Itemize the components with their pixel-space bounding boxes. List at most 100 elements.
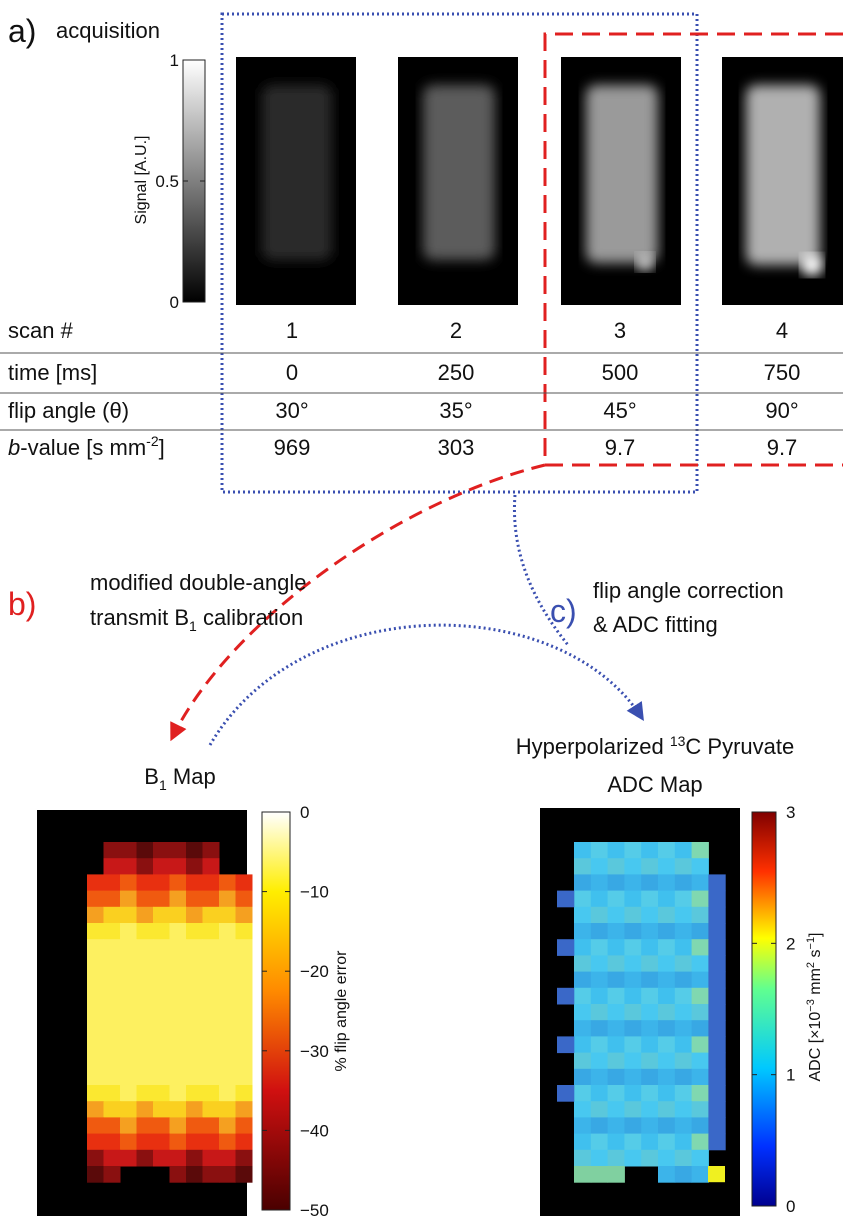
heatmap-cell xyxy=(186,939,203,956)
heatmap-cell xyxy=(120,891,137,908)
heatmap-cell xyxy=(692,1117,709,1134)
heatmap-cell xyxy=(153,842,170,859)
heatmap-cell xyxy=(137,874,154,891)
heatmap-cell xyxy=(87,1134,104,1151)
heatmap-cell xyxy=(137,939,154,956)
heatmap-cell xyxy=(692,1036,709,1053)
heatmap-cell xyxy=(153,972,170,989)
figure: a) acquisition b-value [s mm-2] b) modif… xyxy=(0,0,843,1216)
table-cell: 969 xyxy=(274,435,311,460)
title-part: B xyxy=(144,764,159,789)
heatmap-cell xyxy=(574,1004,591,1021)
panel-title: transmit B1 calibration xyxy=(90,605,303,634)
heatmap-cell xyxy=(608,874,625,891)
heatmap-cell xyxy=(137,1004,154,1021)
heatmap-cell xyxy=(137,1069,154,1086)
heatmap-cell xyxy=(236,1101,253,1118)
heatmap-cell xyxy=(236,939,253,956)
heatmap-cell xyxy=(641,1020,658,1037)
heatmap-cell xyxy=(641,891,658,908)
colorbar-label: Signal [A.U.] xyxy=(133,136,150,225)
heatmap-cell xyxy=(658,1069,675,1086)
arrow xyxy=(210,625,642,745)
heatmap-cell xyxy=(624,858,641,875)
heatmap-cell xyxy=(87,939,104,956)
heatmap-cell xyxy=(608,1020,625,1037)
heatmap-cell xyxy=(104,1036,121,1053)
heatmap-cell xyxy=(574,972,591,989)
heatmap-cell xyxy=(574,1117,591,1134)
heatmap-cell xyxy=(692,972,709,989)
heatmap-cell xyxy=(591,891,608,908)
heatmap-cell xyxy=(641,939,658,956)
heatmap-cell xyxy=(641,988,658,1005)
heatmap-cell xyxy=(608,842,625,859)
table-cell: 9.7 xyxy=(767,435,798,460)
colorbar-tick-label: 0 xyxy=(786,1197,795,1216)
label-part: -value [s mm xyxy=(20,435,146,460)
heatmap-cell xyxy=(236,1166,253,1183)
heatmap-cell xyxy=(658,1166,675,1183)
heatmap-cell xyxy=(658,1036,675,1053)
heatmap-cell xyxy=(87,907,104,924)
heatmap-cell xyxy=(219,891,236,908)
heatmap-cell xyxy=(170,1069,187,1086)
heatmap-cell xyxy=(186,972,203,989)
table-cell: 35° xyxy=(439,398,472,423)
map-title: Hyperpolarized 13C Pyruvate xyxy=(516,733,794,759)
heatmap-cell xyxy=(658,1085,675,1102)
heatmap-cell xyxy=(591,923,608,940)
heatmap-cell xyxy=(104,874,121,891)
heatmap-cell xyxy=(708,988,725,1005)
heatmap-cell xyxy=(692,1020,709,1037)
heatmap-cell xyxy=(219,923,236,940)
heatmap-cell xyxy=(153,1004,170,1021)
heatmap-cell xyxy=(203,1004,220,1021)
heatmap-cell xyxy=(591,858,608,875)
heatmap-cell xyxy=(591,842,608,859)
heatmap-cell xyxy=(153,1134,170,1151)
heatmap-cell xyxy=(608,858,625,875)
heatmap-cell xyxy=(104,1069,121,1086)
heatmap-cell xyxy=(624,972,641,989)
heatmap-cell xyxy=(87,1166,104,1183)
heatmap-cell xyxy=(675,1069,692,1086)
heatmap-cell xyxy=(236,955,253,972)
heatmap-cell xyxy=(236,1069,253,1086)
heatmap-cell xyxy=(170,1117,187,1134)
heatmap-cell xyxy=(137,988,154,1005)
heatmap-cell xyxy=(675,1020,692,1037)
heatmap-cell xyxy=(203,1053,220,1070)
colorbar-tick-label: 3 xyxy=(786,803,795,822)
heatmap-cell xyxy=(186,1069,203,1086)
heatmap-cell xyxy=(236,988,253,1005)
colorbar-tick-label: 2 xyxy=(786,934,795,953)
heatmap-cell xyxy=(219,972,236,989)
heatmap-cell xyxy=(692,955,709,972)
heatmap-cell xyxy=(120,939,137,956)
heatmap-cell xyxy=(591,1085,608,1102)
heatmap-cell xyxy=(153,1085,170,1102)
table-cell: 1 xyxy=(286,318,298,343)
heatmap-cell xyxy=(219,1004,236,1021)
heatmap-cell xyxy=(203,955,220,972)
heatmap-cell xyxy=(170,1150,187,1167)
heatmap-cell xyxy=(708,1117,725,1134)
colorbar xyxy=(262,812,290,1210)
panel-letter: b) xyxy=(8,586,36,622)
heatmap-cell xyxy=(137,1150,154,1167)
heatmap-cell xyxy=(186,955,203,972)
heatmap-cell xyxy=(104,955,121,972)
heatmap-cell xyxy=(219,1069,236,1086)
heatmap-cell xyxy=(170,1053,187,1070)
heatmap-cell xyxy=(203,1069,220,1086)
heatmap-cell xyxy=(104,988,121,1005)
heatmap-cell xyxy=(153,858,170,875)
heatmap-cell xyxy=(186,1150,203,1167)
colorbar-tick-label: 0 xyxy=(170,293,179,312)
heatmap-cell xyxy=(608,1117,625,1134)
heatmap-cell xyxy=(219,1020,236,1037)
heatmap-cell xyxy=(186,842,203,859)
heatmap-cell xyxy=(692,1004,709,1021)
heatmap-cell xyxy=(186,1134,203,1151)
